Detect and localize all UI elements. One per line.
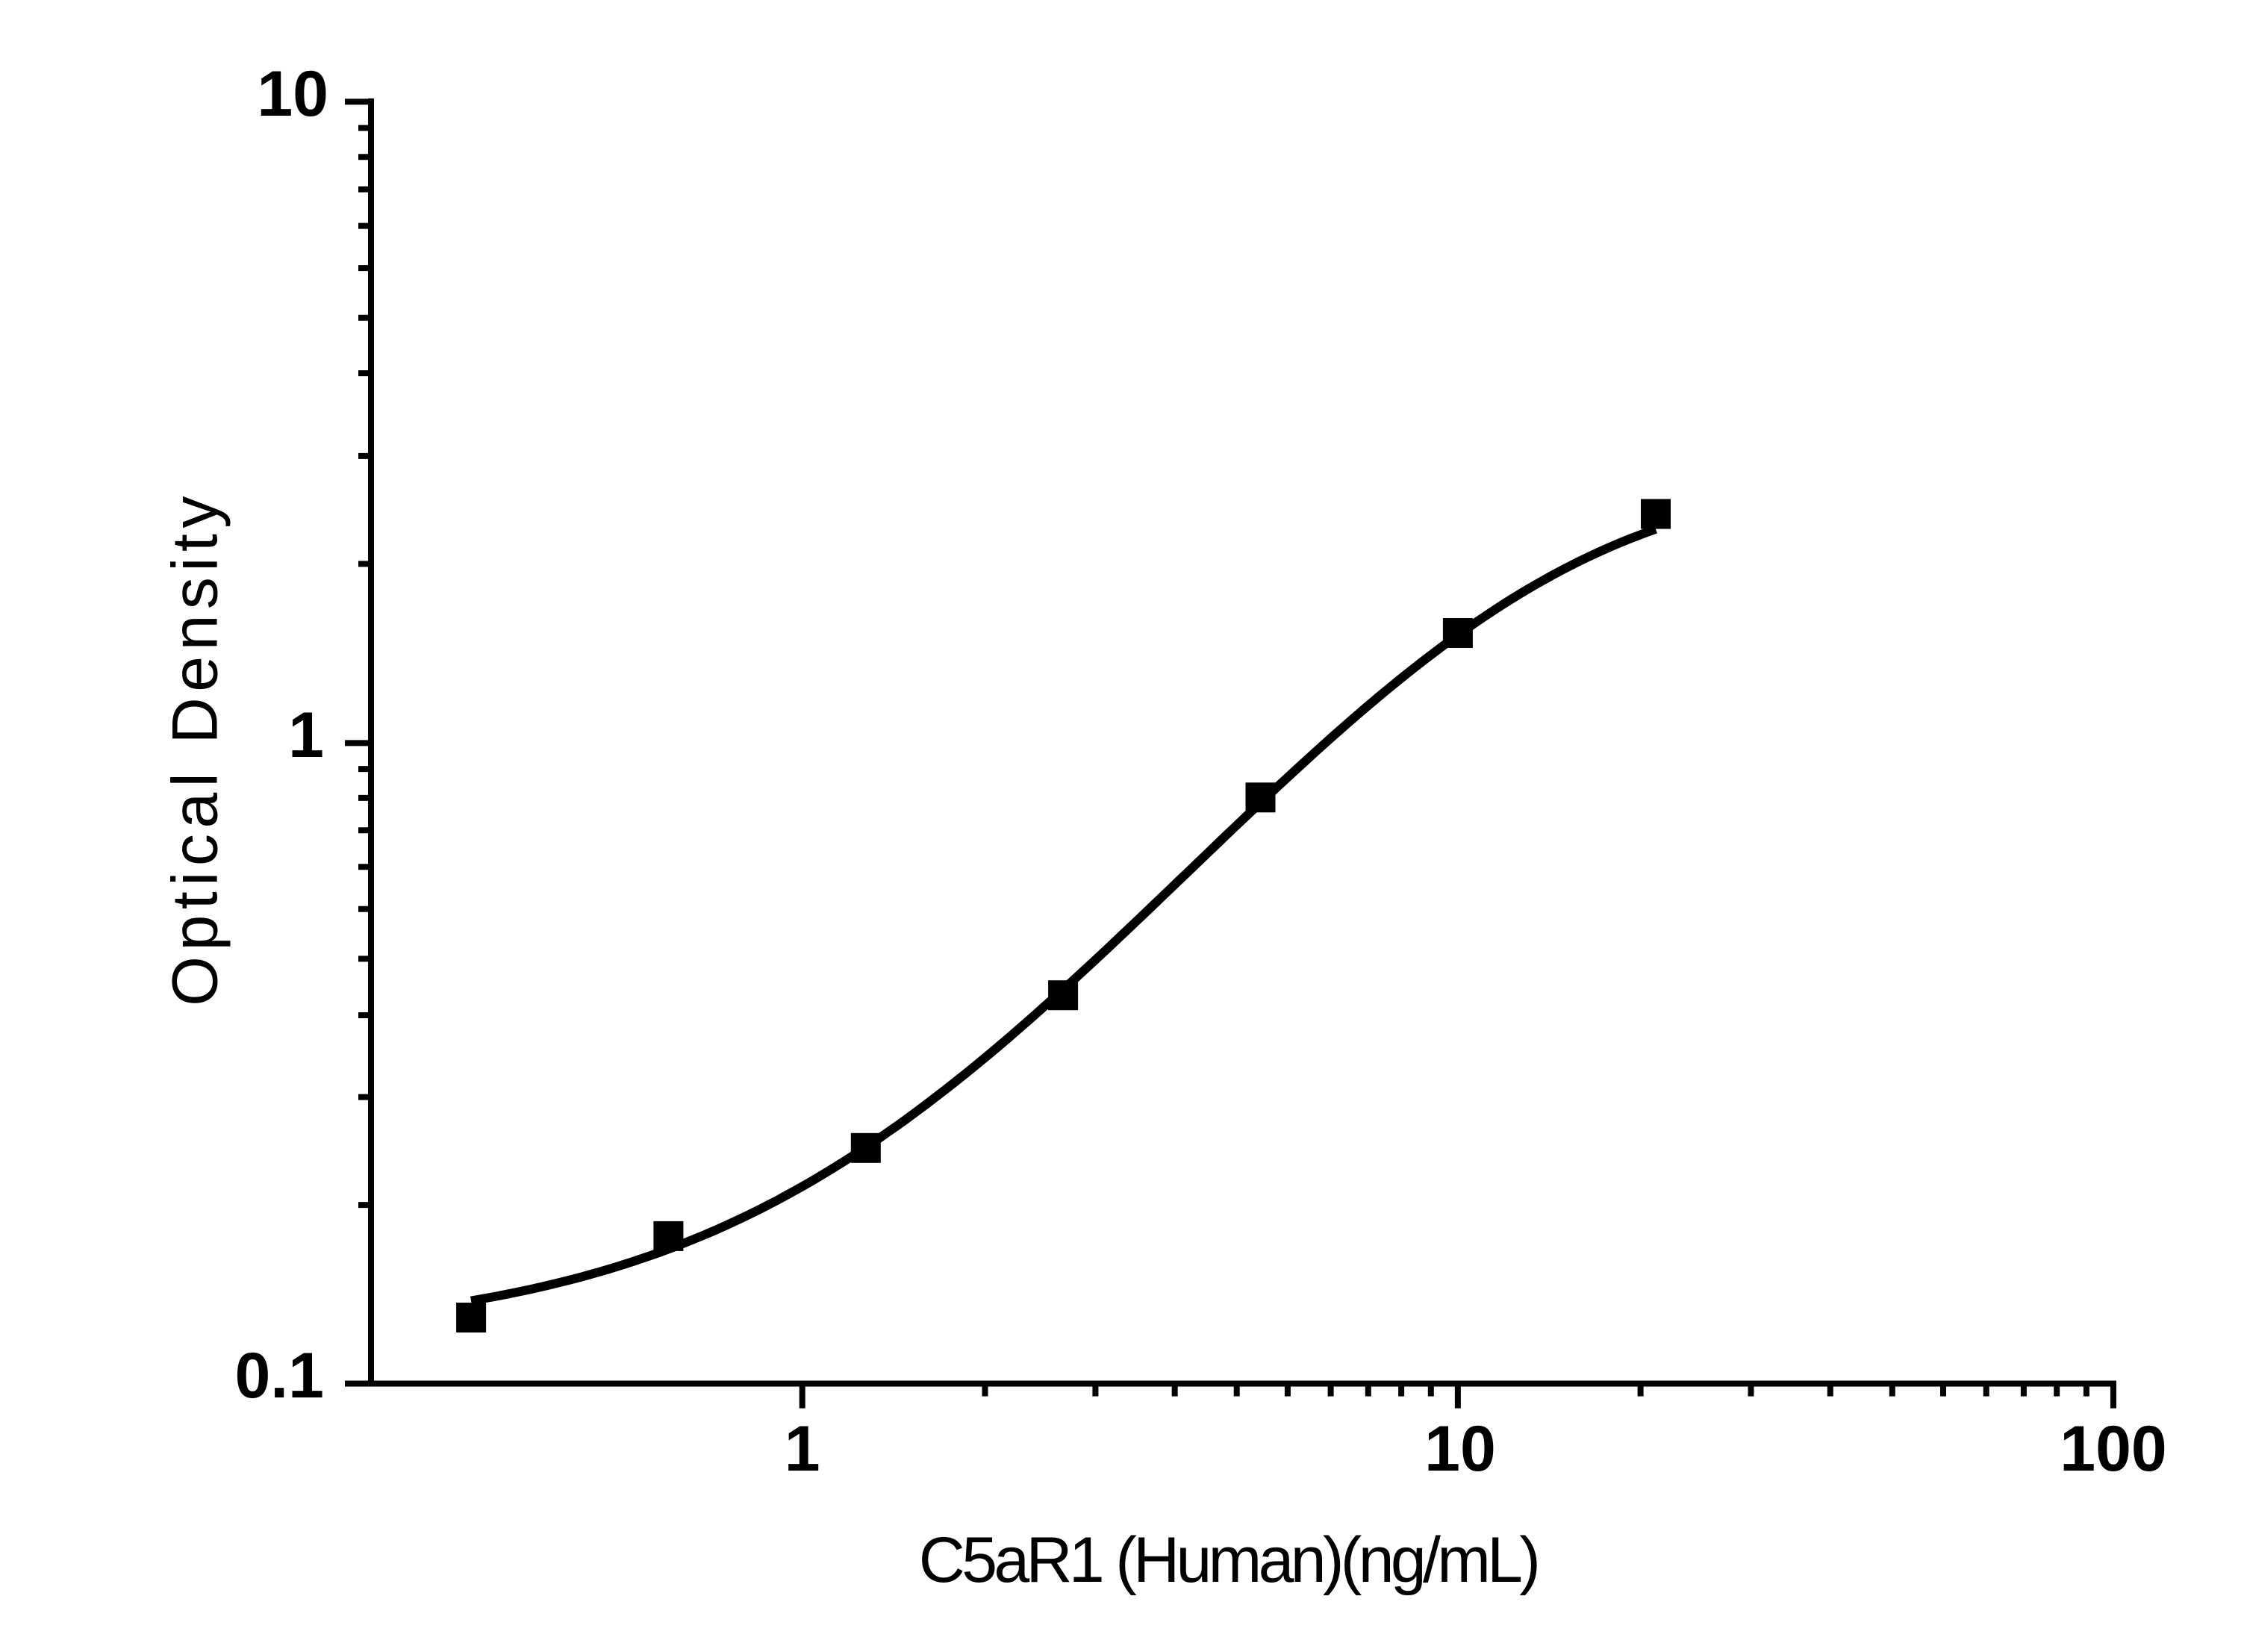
svg-text:1: 1: [785, 1413, 820, 1485]
svg-text:1: 1: [288, 699, 324, 771]
svg-text:10: 10: [257, 58, 328, 130]
svg-text:Optical Density: Optical Density: [159, 490, 231, 1006]
svg-text:0.1: 0.1: [234, 1340, 324, 1412]
svg-text:C5aR1 (Human)(ng/mL): C5aR1 (Human)(ng/mL): [919, 1524, 1537, 1596]
svg-text:100: 100: [2060, 1413, 2167, 1485]
svg-text:10: 10: [1424, 1413, 1496, 1485]
